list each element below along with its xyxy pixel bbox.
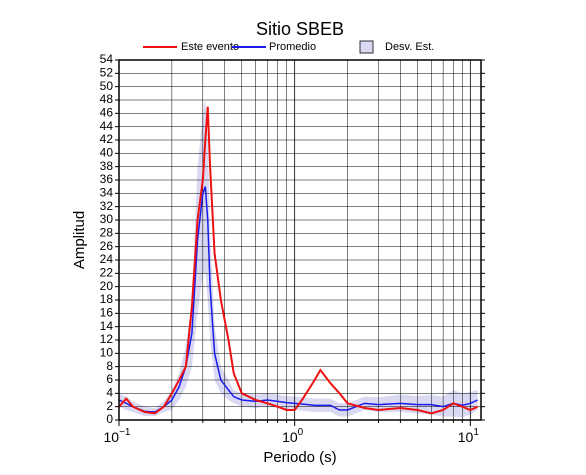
- series-line: [118, 186, 478, 413]
- x-tick-base: 10: [282, 429, 298, 445]
- y-tick-label: 48: [100, 92, 114, 106]
- y-tick-label: 54: [100, 52, 114, 66]
- y-tick-label: 24: [100, 252, 114, 266]
- x-tick-base: 10: [458, 429, 474, 445]
- y-tick-label: 4: [106, 386, 113, 400]
- legend-label: Este evento: [181, 41, 239, 53]
- y-tick-label: 44: [100, 119, 114, 133]
- x-axis-label: Periodo (s): [263, 449, 336, 466]
- y-tick-label: 42: [100, 132, 114, 146]
- y-tick-label: 28: [100, 226, 114, 240]
- y-tick-label: 20: [100, 279, 114, 293]
- y-tick-label: 8: [106, 359, 113, 373]
- legend-label: Promedio: [269, 41, 316, 53]
- y-tick-label: 38: [100, 159, 114, 173]
- legend-swatch: [359, 40, 374, 54]
- y-tick-label: 26: [100, 239, 114, 253]
- y-tick-label: 22: [100, 266, 114, 280]
- series-line: [118, 106, 479, 415]
- y-tick-label: 16: [100, 306, 114, 320]
- x-tick-exponent: 1: [473, 427, 479, 438]
- x-tick-label: 10−1: [104, 427, 131, 445]
- y-tick-label: 32: [100, 199, 114, 213]
- y-tick-label: 14: [100, 319, 114, 333]
- x-tick-base: 10: [104, 429, 120, 445]
- y-tick-label: 40: [100, 146, 114, 160]
- legend-label: Desv. Est.: [385, 41, 434, 53]
- y-tick-label: 2: [106, 399, 113, 413]
- y-tick-label: 52: [100, 66, 114, 80]
- y-tick-label: 0: [106, 412, 113, 426]
- x-tick-label: 101: [458, 427, 480, 445]
- y-tick-label: 46: [100, 106, 114, 120]
- x-tick-exponent: 0: [298, 427, 304, 438]
- y-tick-label: 12: [100, 332, 114, 346]
- y-tick-label: 36: [100, 172, 114, 186]
- y-tick-label: 50: [100, 79, 114, 93]
- y-tick-label: 18: [100, 292, 114, 306]
- plot-frame: [118, 59, 482, 421]
- y-axis-label: Amplitud: [71, 211, 88, 269]
- std-band: [119, 100, 478, 418]
- chart-title: Sitio SBEB: [256, 19, 344, 39]
- y-tick-label: 6: [106, 372, 113, 386]
- y-tick-label: 30: [100, 212, 114, 226]
- y-tick-label: 34: [100, 186, 114, 200]
- x-tick-label: 100: [282, 427, 304, 445]
- y-tick-label: 10: [100, 346, 114, 360]
- x-tick-exponent: −1: [119, 427, 131, 438]
